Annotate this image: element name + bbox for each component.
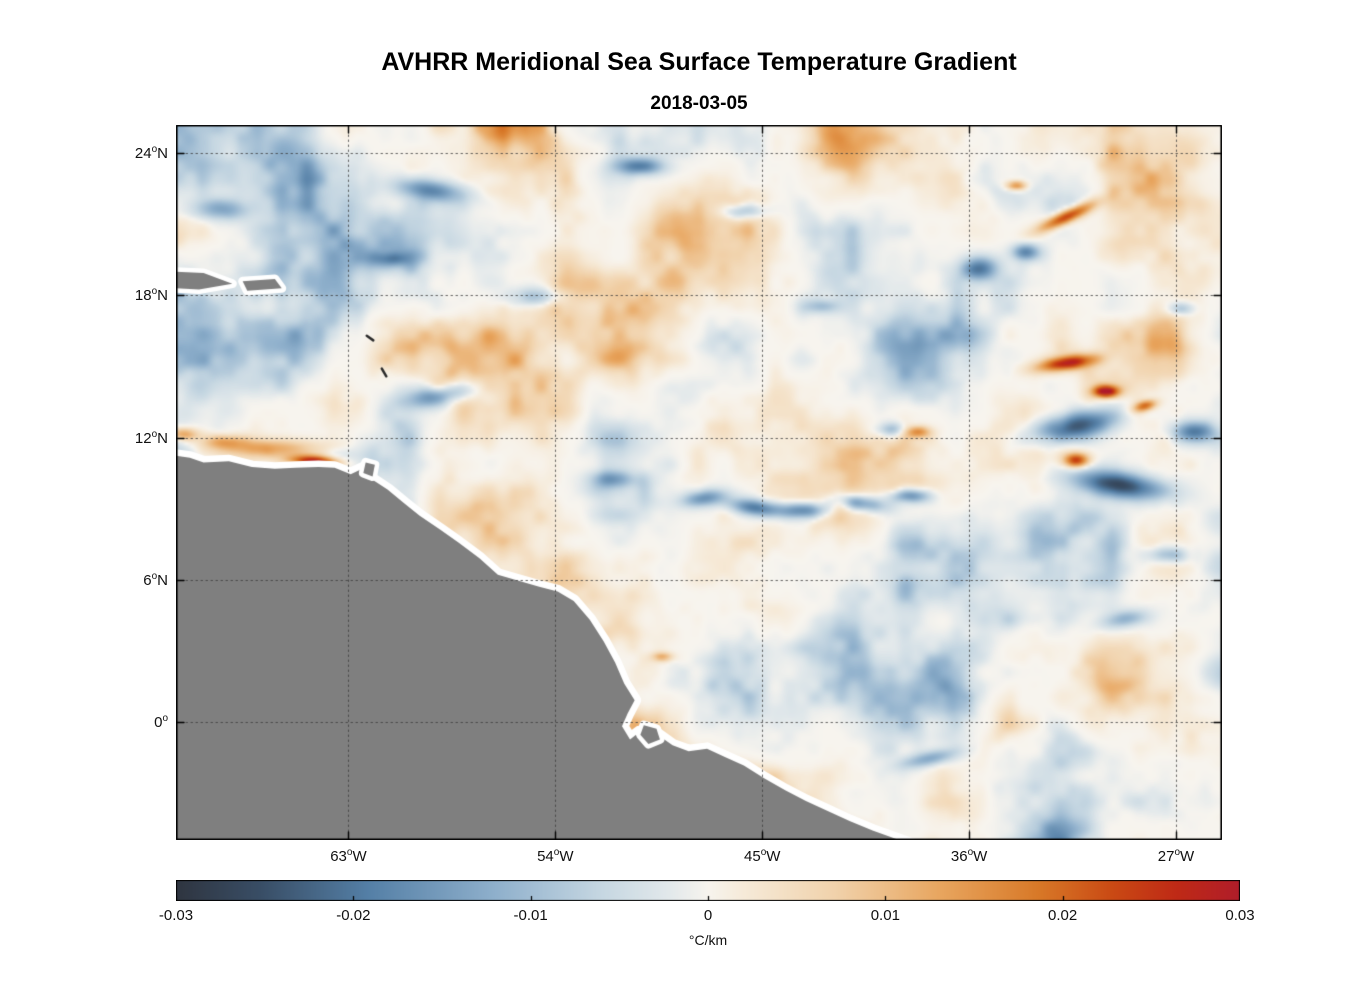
y-tick-label: 12oN	[134, 428, 168, 447]
colorbar-gradient	[176, 880, 1240, 901]
x-tick-label: 54oW	[537, 847, 574, 865]
x-tick-label: 63oW	[330, 847, 367, 865]
y-tick-label: 18oN	[134, 286, 168, 305]
colorbar-tick-label: -0.02	[336, 907, 371, 924]
x-tick-label: 45oW	[744, 847, 781, 865]
y-tick-label: 24oN	[134, 144, 168, 163]
chart-date-subtitle: 2018-03-05	[650, 93, 748, 114]
x-tick-label: 27oW	[1157, 847, 1195, 865]
colorbar-tick-label: 0	[703, 907, 713, 924]
colorbar-tick-label: 0.02	[1048, 907, 1078, 924]
colorbar-tick-label: -0.01	[513, 907, 548, 924]
chart-title: AVHRR Meridional Sea Surface Temperature…	[381, 48, 1017, 76]
colorbar-tick-label: -0.03	[158, 907, 194, 924]
colorbar-unit-label: °C/km	[688, 932, 728, 948]
map-plot-canvas	[176, 125, 1222, 840]
y-tick-label: 0o	[154, 712, 168, 731]
colorbar-tick-label: 0.01	[870, 907, 900, 924]
colorbar-tick-label: 0.03	[1225, 907, 1255, 924]
x-tick-label: 36oW	[950, 847, 988, 865]
y-tick-label: 6oN	[143, 570, 168, 589]
